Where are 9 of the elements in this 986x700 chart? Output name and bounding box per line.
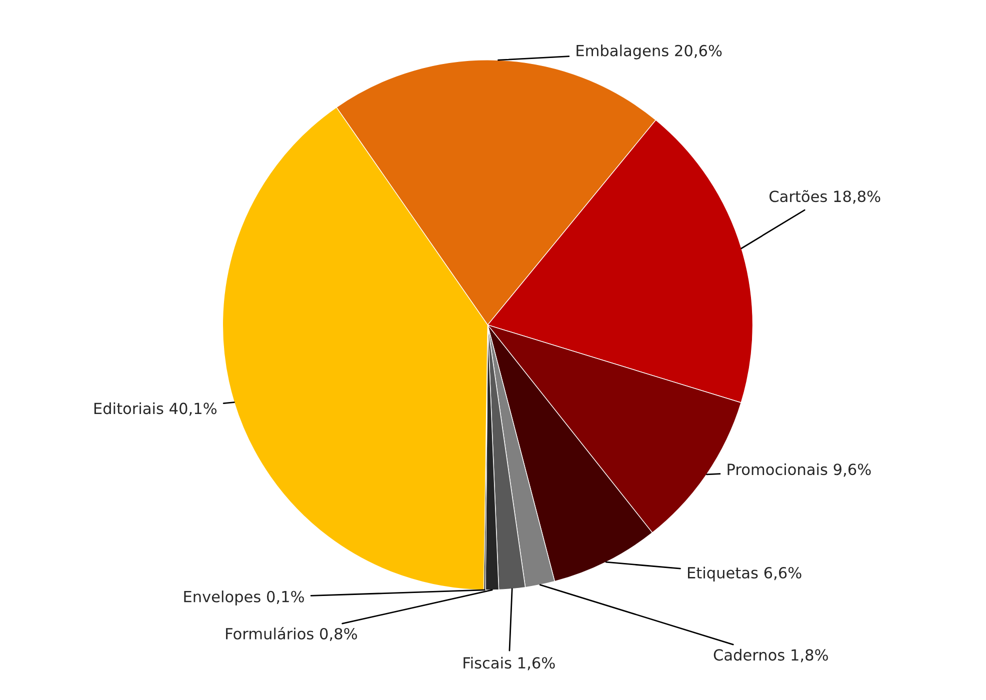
slice-label: Editoriais 40,1% [94,402,217,416]
slice-label: Formulários 0,8% [226,627,357,642]
slice-label: Cadernos 1,8% [714,648,828,662]
slice-label: Cartões 18,8% [770,190,880,204]
slice-label: Etiquetas 6,6% [688,566,802,582]
slice-label: Envelopes 0,1% [184,590,304,606]
slice-label: Embalagens 20,6% [576,44,722,60]
slice-label: Fiscais 1,6% [464,656,555,670]
slice-label: Promocionais 9,6% [728,463,871,477]
